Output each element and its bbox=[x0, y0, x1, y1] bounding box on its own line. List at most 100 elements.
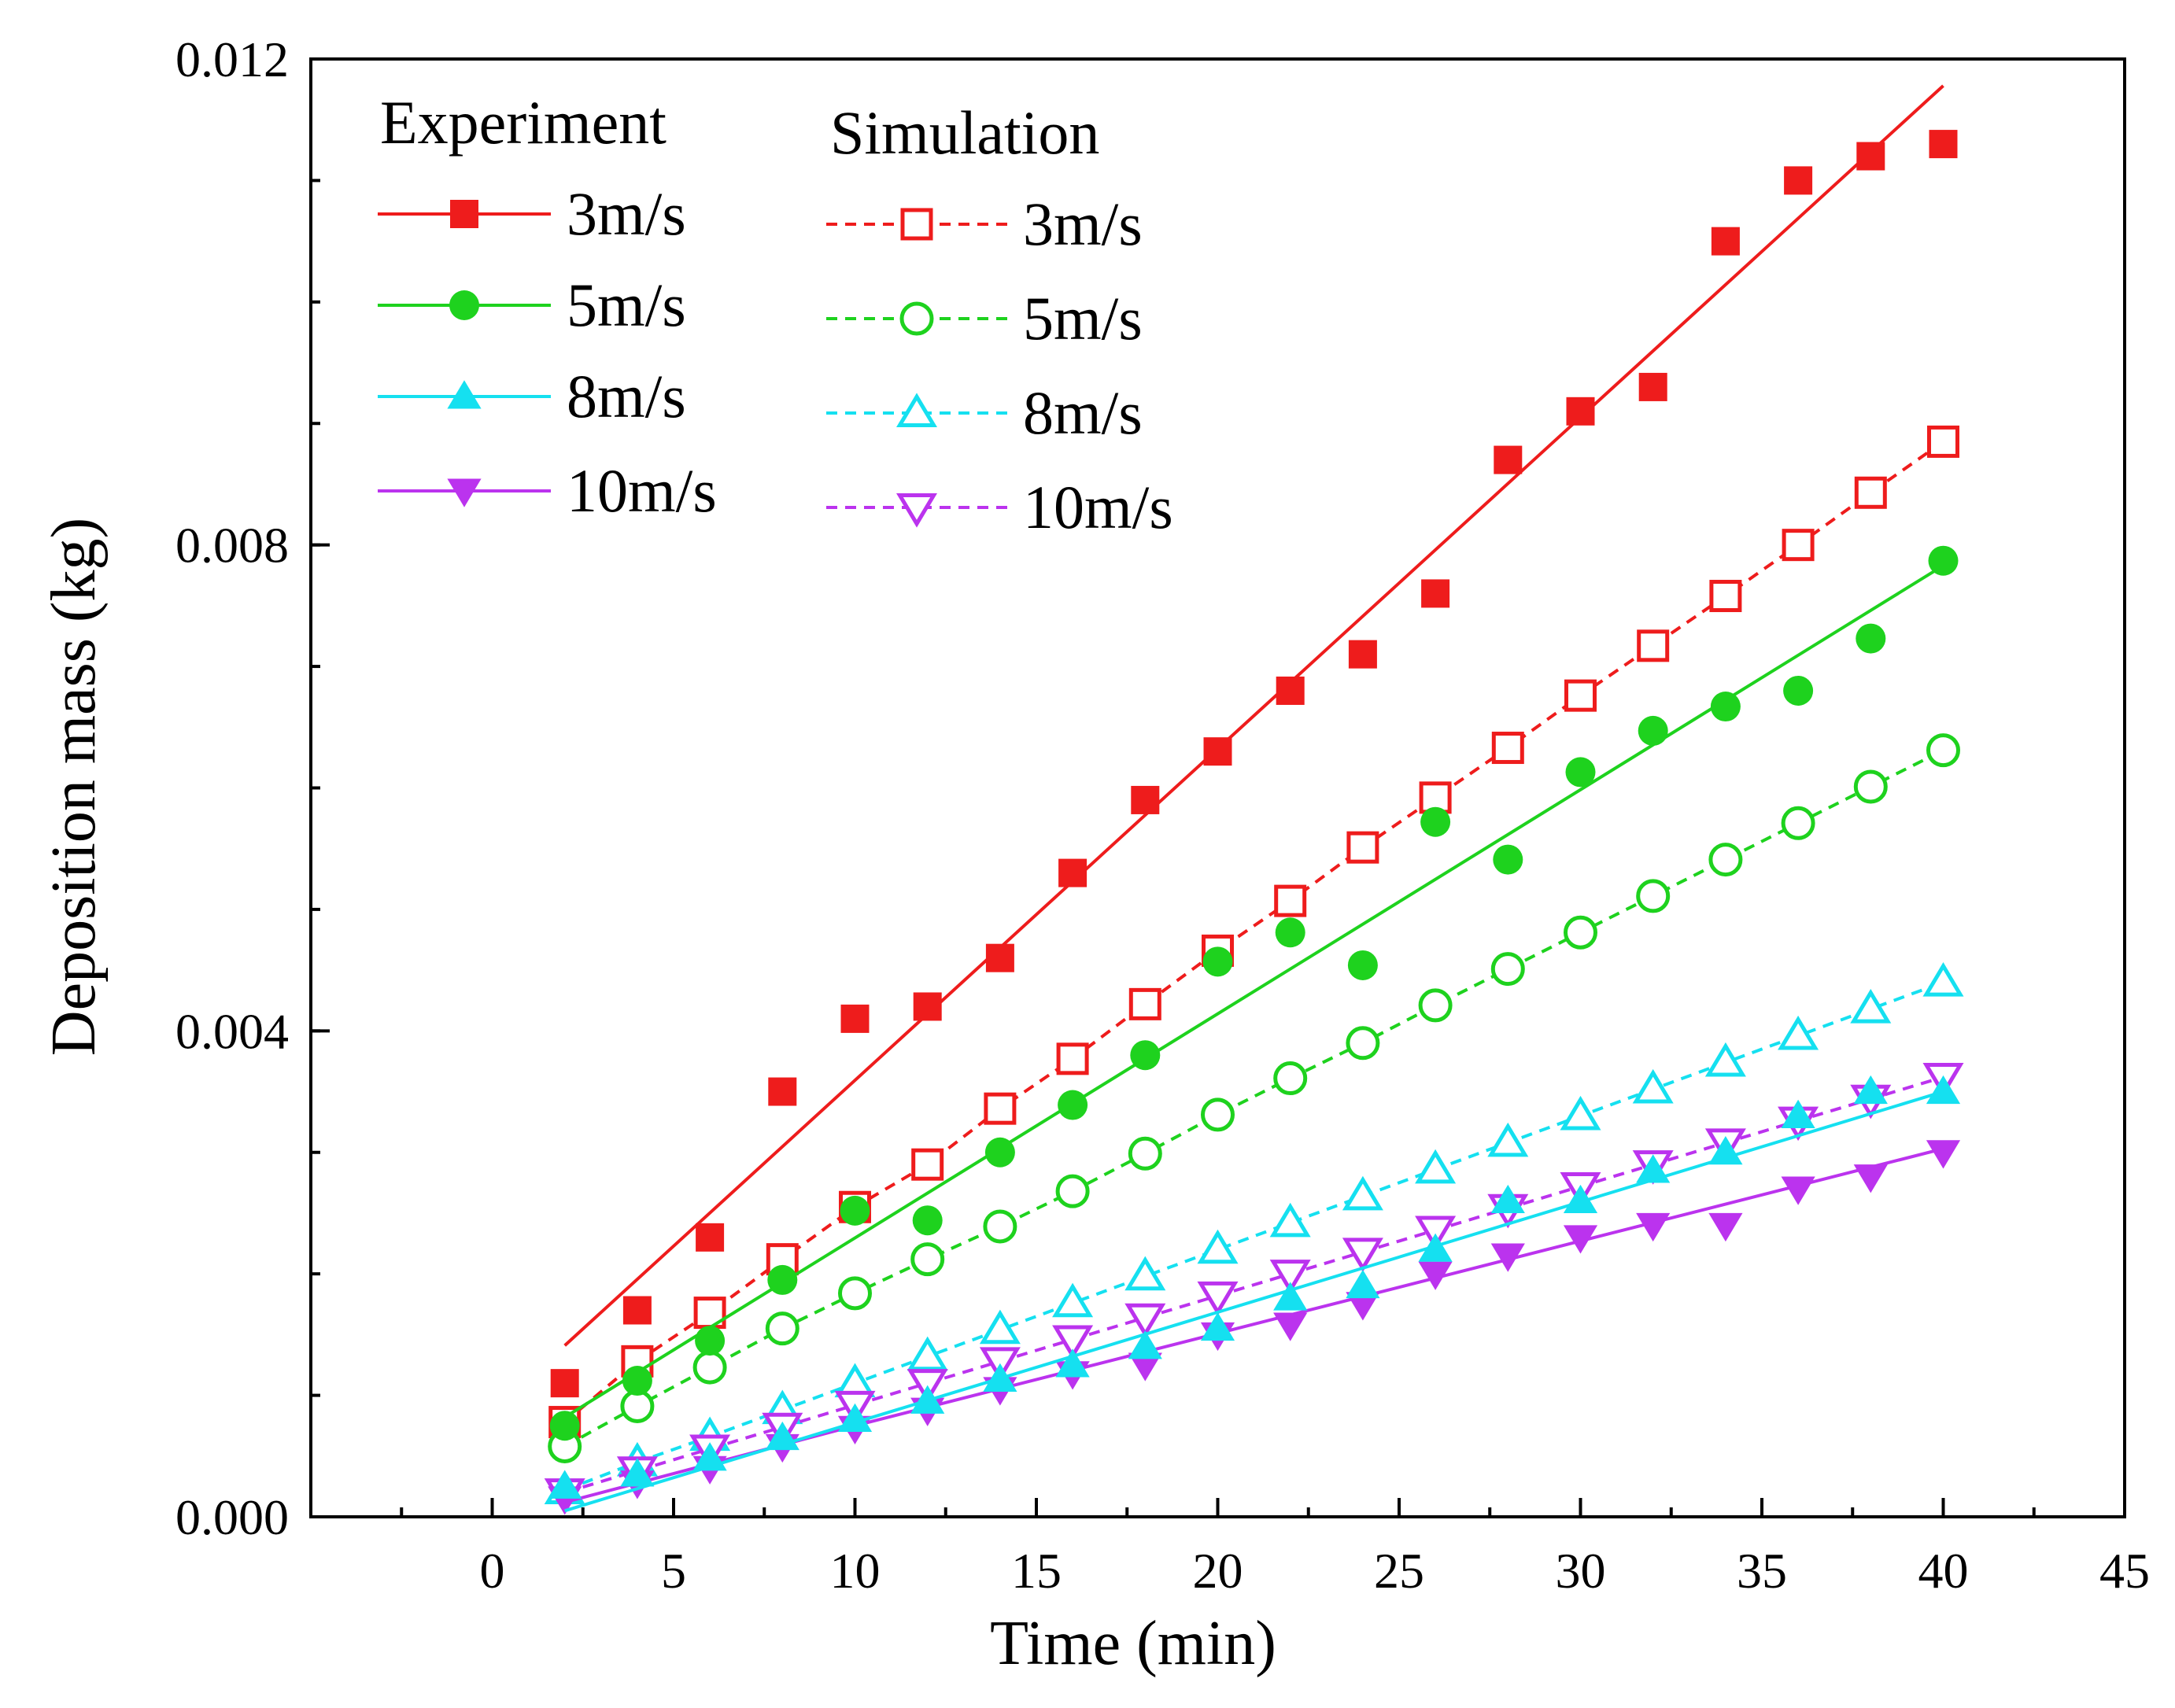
data-point bbox=[1415, 1216, 1457, 1251]
data-point bbox=[1638, 372, 1667, 401]
data-point bbox=[1784, 166, 1813, 195]
series-experiment-8m-s bbox=[548, 1075, 1961, 1513]
data-point bbox=[1275, 917, 1305, 948]
legend-label: 10m/s bbox=[1023, 473, 1173, 541]
legend: Experiment Simulation 3m/s5m/s8m/s10m/s3… bbox=[378, 88, 1173, 541]
data-point bbox=[622, 1366, 652, 1396]
series-simulation-8m-s bbox=[544, 961, 1964, 1505]
data-point bbox=[1710, 692, 1741, 722]
legend-marker bbox=[449, 290, 479, 320]
x-tick-label: 40 bbox=[1918, 1543, 1969, 1599]
legend-title-experiment: Experiment bbox=[380, 88, 667, 157]
data-point bbox=[1273, 1312, 1308, 1341]
data-point bbox=[1632, 1068, 1674, 1104]
data-point bbox=[983, 1209, 1017, 1244]
legend-entry-experiment-3m-s: 3m/s bbox=[378, 179, 686, 248]
data-point bbox=[1347, 950, 1378, 980]
data-point bbox=[1052, 1282, 1094, 1318]
data-point bbox=[1487, 1122, 1529, 1157]
y-tick-label: 0.004 bbox=[175, 1003, 289, 1059]
data-point bbox=[1490, 952, 1525, 987]
data-point bbox=[1058, 1090, 1088, 1120]
series-experiment-5m-s bbox=[549, 545, 1959, 1441]
data-point bbox=[983, 1363, 1017, 1393]
data-point bbox=[692, 1442, 727, 1471]
legend-marker bbox=[447, 380, 482, 409]
data-point bbox=[1927, 425, 1959, 458]
x-tick-label: 25 bbox=[1374, 1543, 1424, 1599]
data-point bbox=[1202, 946, 1233, 977]
x-tick-label: 5 bbox=[661, 1543, 686, 1599]
legend-entry-experiment-8m-s: 8m/s bbox=[378, 362, 686, 430]
data-point bbox=[1929, 130, 1958, 159]
x-tick-label: 15 bbox=[1011, 1543, 1062, 1599]
data-point bbox=[1926, 733, 1960, 768]
data-point bbox=[1856, 142, 1885, 171]
data-point bbox=[1491, 732, 1524, 765]
sim-line-10m-s bbox=[564, 1075, 1944, 1495]
data-point bbox=[1704, 1042, 1746, 1077]
data-point bbox=[765, 1421, 799, 1451]
data-point bbox=[1490, 1184, 1525, 1214]
data-point bbox=[1783, 675, 1814, 706]
data-point bbox=[1056, 1042, 1089, 1075]
data-point bbox=[1415, 1149, 1457, 1184]
data-point bbox=[767, 1264, 798, 1295]
data-point bbox=[1269, 1202, 1311, 1238]
data-point bbox=[548, 1470, 582, 1499]
legend-entry-experiment-10m-s: 10m/s bbox=[378, 456, 717, 525]
data-point bbox=[1781, 1176, 1815, 1205]
data-point bbox=[1201, 1097, 1235, 1132]
data-point bbox=[984, 1092, 1017, 1125]
data-point bbox=[1709, 580, 1742, 613]
data-point bbox=[1124, 1303, 1166, 1338]
plot-content bbox=[544, 84, 1964, 1515]
data-point bbox=[911, 1148, 944, 1181]
data-point bbox=[1856, 623, 1886, 654]
legend-marker bbox=[900, 208, 933, 241]
data-point bbox=[1563, 1225, 1598, 1254]
data-point bbox=[837, 1403, 873, 1432]
data-point bbox=[1636, 1212, 1671, 1242]
data-point bbox=[1346, 1026, 1380, 1061]
data-point bbox=[1273, 1061, 1308, 1096]
data-point bbox=[1853, 1075, 1888, 1105]
data-point bbox=[913, 992, 942, 1021]
legend-marker bbox=[447, 478, 482, 507]
data-point bbox=[1130, 1040, 1161, 1071]
data-point bbox=[1563, 1184, 1598, 1214]
data-point bbox=[1850, 988, 1892, 1024]
data-point bbox=[692, 1350, 727, 1385]
data-point bbox=[1128, 1330, 1162, 1359]
legend-label: 8m/s bbox=[567, 362, 686, 430]
data-point bbox=[910, 1242, 945, 1277]
data-point bbox=[984, 1137, 1015, 1168]
data-point bbox=[1782, 529, 1815, 562]
data-point bbox=[1055, 1174, 1090, 1208]
legend-entry-simulation-8m-s: 8m/s bbox=[826, 378, 1143, 447]
x-tick-label: 35 bbox=[1737, 1543, 1787, 1599]
data-point bbox=[1197, 1281, 1239, 1316]
legend-label: 10m/s bbox=[567, 456, 717, 525]
data-point bbox=[1490, 1243, 1525, 1272]
data-point bbox=[910, 1385, 945, 1414]
data-point bbox=[1926, 1140, 1961, 1169]
data-point bbox=[1853, 769, 1888, 804]
data-point bbox=[1346, 1269, 1380, 1299]
data-point bbox=[1636, 879, 1671, 913]
data-point bbox=[1565, 757, 1596, 788]
fit-line-3m-s bbox=[563, 84, 1944, 1347]
y-tick-label: 0.008 bbox=[175, 518, 289, 574]
legend-entry-simulation-5m-s: 5m/s bbox=[826, 284, 1143, 352]
legend-label: 5m/s bbox=[1023, 284, 1143, 352]
data-point bbox=[1928, 545, 1959, 576]
y-axis-title: Deposition mass (kg) bbox=[39, 518, 109, 1056]
legend-marker bbox=[895, 492, 938, 528]
x-axis: 0 5 10 15 20 25 30 35 40 45 bbox=[400, 1498, 2150, 1599]
data-point bbox=[1494, 445, 1523, 474]
legend-title-simulation: Simulation bbox=[830, 98, 1099, 167]
data-point bbox=[838, 1276, 872, 1311]
data-point bbox=[912, 1205, 943, 1236]
legend-entry-experiment-5m-s: 5m/s bbox=[378, 271, 686, 339]
